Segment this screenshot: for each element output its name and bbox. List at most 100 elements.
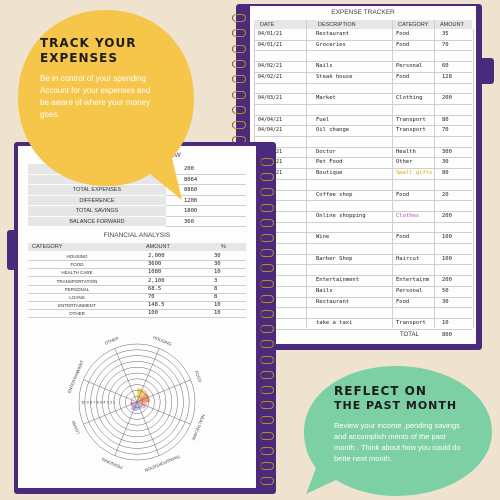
expense-amount: 30 bbox=[442, 298, 449, 305]
budget-value: 1200 bbox=[184, 197, 198, 204]
radar-wedge-personal bbox=[130, 402, 137, 411]
expense-category: Entertainm bbox=[396, 277, 430, 284]
expense-amount: 100 bbox=[442, 255, 452, 262]
fa-amount: 2,100 bbox=[148, 277, 165, 284]
track-title-line2: EXPENSES bbox=[40, 51, 118, 65]
expense-amount: 80 bbox=[442, 170, 449, 177]
radar-spoke bbox=[136, 379, 191, 403]
expense-description: Steak house bbox=[316, 73, 353, 80]
expense-date: 04/04/21 bbox=[258, 127, 283, 134]
expense-description: Groceries bbox=[316, 41, 346, 48]
radar-spoke bbox=[83, 379, 138, 403]
expense-description: Online shopping bbox=[316, 212, 366, 219]
radar-wedge-loans bbox=[130, 402, 137, 407]
expense-date: 04/01/21 bbox=[258, 41, 283, 48]
radar-wedge-transport bbox=[137, 402, 143, 410]
expense-date: 04/02/21 bbox=[258, 73, 283, 80]
expense-category: Personal bbox=[396, 63, 423, 70]
fa-amount: 70 bbox=[148, 294, 155, 300]
spiral-ring bbox=[260, 294, 274, 303]
fa-category: HOUSING bbox=[66, 254, 88, 259]
expense-description: Oil change bbox=[316, 127, 350, 134]
expense-category: Transport bbox=[396, 127, 426, 134]
fa-percent: 3 bbox=[214, 277, 218, 284]
spiral-ring bbox=[260, 264, 274, 273]
expense-description: Entertainment bbox=[316, 277, 360, 284]
spiral-ring bbox=[232, 44, 246, 53]
radar-axis-label: FOOD bbox=[194, 370, 203, 383]
spiral-ring bbox=[260, 249, 274, 258]
expense-description: Barber Shop bbox=[316, 255, 353, 262]
expense-amount: 200 bbox=[442, 212, 452, 219]
expense-description: Nails bbox=[316, 63, 333, 70]
fa-header-percent: % bbox=[221, 244, 226, 250]
expense-category: Clothes bbox=[396, 212, 420, 219]
budget-label: BALANCE FORWARD bbox=[69, 218, 125, 225]
spiral-ring bbox=[260, 234, 274, 242]
radar-axis-label: HOUSING bbox=[152, 335, 172, 347]
budget-label: TOTAL SAVINGS bbox=[75, 208, 119, 214]
expense-category: Food bbox=[396, 31, 410, 37]
fa-percent: 8 bbox=[214, 285, 218, 292]
expense-category: Small gifts bbox=[396, 170, 433, 177]
budget-label: DIFFERENCE bbox=[79, 197, 115, 204]
spiral-ring bbox=[260, 188, 274, 197]
spiral-ring bbox=[260, 462, 274, 470]
radar-ring bbox=[107, 372, 167, 432]
header-category: CATEGORY bbox=[398, 22, 429, 28]
radar-spoke bbox=[114, 348, 138, 403]
expense-amount: 100 bbox=[442, 234, 452, 241]
radar-axis-label: LOANS bbox=[71, 420, 81, 435]
spiral-ring bbox=[232, 29, 246, 38]
budget-value: 360 bbox=[184, 218, 194, 225]
radar-ring bbox=[125, 390, 149, 414]
expense-amount: 70 bbox=[442, 41, 449, 48]
fa-category: OTHER bbox=[69, 311, 85, 317]
radar-ring bbox=[113, 378, 161, 426]
spiral-ring bbox=[260, 340, 274, 349]
expense-category: Transport bbox=[396, 116, 426, 123]
expense-amount: 35 bbox=[442, 31, 449, 37]
fa-amount: 3600 bbox=[148, 261, 162, 268]
fa-percent: 8 bbox=[214, 294, 218, 300]
header-description: DESCRIPTION bbox=[318, 22, 356, 28]
expense-category: Other bbox=[396, 159, 413, 166]
expense-amount: 30 bbox=[442, 159, 449, 166]
expense-amount: 128 bbox=[442, 73, 452, 80]
spiral-ring bbox=[232, 121, 246, 130]
expense-category: Health bbox=[396, 148, 416, 155]
fa-amount: 2,000 bbox=[148, 253, 165, 259]
spiral-ring bbox=[260, 401, 274, 410]
spiral-ring bbox=[260, 370, 274, 379]
fa-amount: 148.5 bbox=[148, 302, 165, 309]
expense-description: Doctor bbox=[316, 148, 336, 155]
expense-category: Clothing bbox=[396, 95, 423, 102]
radar-ring bbox=[78, 343, 196, 461]
radar-axis-label: PERSONAL bbox=[99, 456, 123, 470]
radar-wedge-health bbox=[137, 402, 147, 410]
radar-spoke bbox=[136, 401, 160, 456]
reflect-title-line1: REFLECT ON bbox=[334, 384, 427, 398]
budget-value: 8860 bbox=[184, 187, 198, 193]
expense-category: Haircut bbox=[396, 255, 420, 262]
fa-header-amount: AMOUNT bbox=[146, 244, 170, 250]
fa-amount: 68.5 bbox=[148, 285, 162, 292]
expense-category: Food bbox=[396, 298, 410, 305]
expense-header-row bbox=[254, 20, 472, 29]
spiral-ring bbox=[260, 203, 274, 212]
reflect-title-line2: THE PAST MONTH bbox=[334, 399, 458, 412]
spiral-ring bbox=[260, 218, 274, 227]
expense-amount: 60 bbox=[442, 63, 449, 70]
expense-description: Nails bbox=[316, 287, 333, 294]
expense-date: 04/03/21 bbox=[258, 95, 283, 102]
expense-amount: 200 bbox=[442, 95, 452, 102]
spiral-ring bbox=[260, 310, 274, 318]
expense-category: Transport bbox=[396, 319, 426, 326]
expense-amount: 20 bbox=[442, 191, 449, 198]
spiral-ring bbox=[232, 90, 246, 99]
track-text: Be in control of your spending Account f… bbox=[40, 74, 151, 119]
fa-category: TRANSPORTATION bbox=[56, 278, 98, 284]
radar-spoke bbox=[136, 401, 191, 425]
expense-category: Food bbox=[396, 73, 410, 80]
budget-value: 200 bbox=[184, 166, 194, 172]
